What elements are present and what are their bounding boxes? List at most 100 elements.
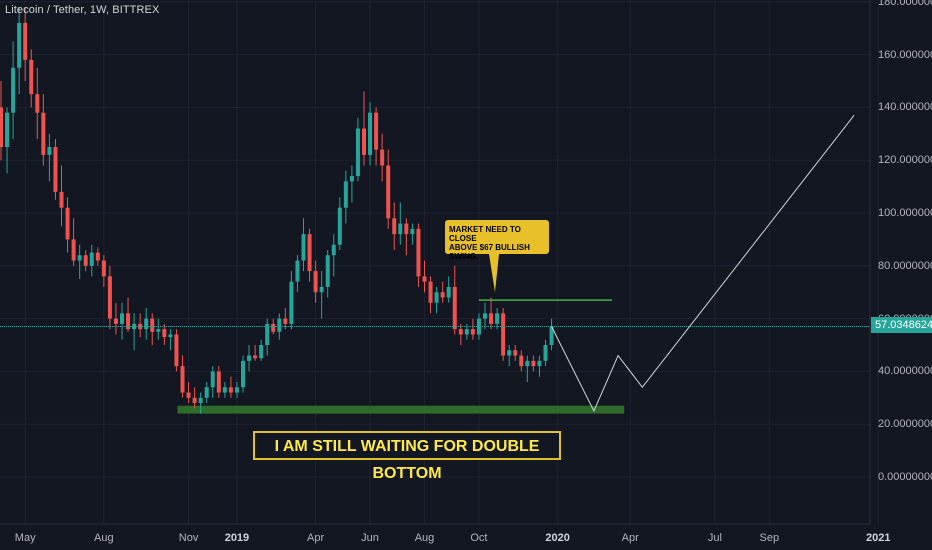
candle-body [71, 239, 76, 261]
candle-body [337, 207, 342, 245]
candle-body [368, 112, 373, 155]
candle [446, 276, 451, 303]
candle-body [452, 286, 457, 330]
candle-body [507, 350, 512, 356]
current-price-tag: 57.03486241 [871, 317, 932, 333]
candle [5, 107, 10, 174]
price-tick-label: 20.00000000 [878, 418, 932, 431]
candle [301, 218, 306, 272]
candle [537, 355, 542, 377]
candle [47, 133, 52, 182]
price-tick-label: 160.00000000 [878, 48, 932, 61]
candle-body [101, 260, 106, 277]
candle [95, 247, 100, 266]
time-tick-label: 2021 [866, 532, 891, 544]
time-tick-label: Apr [621, 532, 639, 544]
candle [71, 218, 76, 266]
candle [241, 355, 245, 393]
candle [331, 234, 336, 277]
time-tick-label: Apr [307, 532, 325, 544]
candle [144, 308, 149, 340]
candle [434, 286, 439, 314]
candle-body [446, 286, 451, 298]
candle [17, 7, 22, 95]
candle [156, 318, 161, 340]
candle [507, 345, 512, 367]
candle-body [53, 147, 58, 192]
candle [501, 308, 506, 361]
candle [295, 255, 300, 293]
candle-body [210, 371, 215, 388]
candle-body [107, 276, 112, 319]
candle-body [349, 176, 354, 182]
candle [162, 323, 167, 345]
candle-body [489, 313, 494, 324]
candle-body [11, 67, 16, 113]
candle [150, 313, 155, 345]
candle-body [253, 355, 258, 359]
candle-body [428, 281, 433, 303]
candle [198, 392, 203, 414]
candle [192, 387, 197, 409]
candle-body [519, 355, 524, 367]
time-tick-label: Jun [361, 532, 379, 544]
candle [216, 366, 221, 398]
candle [83, 249, 88, 272]
candle [380, 133, 385, 182]
candle-body [440, 292, 445, 298]
candle [11, 41, 16, 140]
candle [101, 255, 106, 287]
candle-body [301, 234, 306, 261]
candle-body [259, 345, 264, 359]
candle-body [216, 371, 221, 393]
candle [440, 281, 445, 303]
candle [349, 165, 354, 203]
candle [89, 244, 94, 277]
time-tick-label: May [14, 532, 36, 544]
candle-body [271, 323, 276, 332]
candle-body [17, 22, 22, 68]
candle-body [198, 397, 203, 404]
candle [416, 223, 421, 287]
candle [0, 81, 3, 161]
time-tick-label: 2019 [224, 532, 250, 544]
projection-path[interactable] [551, 115, 855, 413]
candle [513, 345, 518, 361]
candle-body [83, 255, 88, 266]
time-tick-label: Jul [707, 532, 722, 544]
support-zone-rect [177, 405, 625, 414]
candle [458, 323, 463, 345]
candle-body [483, 313, 487, 319]
drawing-overlays [0, 115, 870, 413]
candle [319, 271, 324, 319]
candle-body [325, 255, 330, 287]
candle-body [392, 218, 397, 235]
candle-body [0, 107, 3, 147]
callout-pointer [489, 254, 499, 292]
candle [531, 355, 536, 372]
candle [53, 139, 58, 200]
candle-body [313, 271, 318, 293]
candle-body [247, 355, 252, 361]
candle-body [362, 128, 366, 155]
candle-body [47, 147, 52, 155]
candle-body [77, 255, 82, 261]
candle [470, 318, 475, 340]
callout-line-2: ABOVE $67 BULLISH SWING. [449, 243, 530, 261]
candle [325, 249, 330, 298]
candle-body [289, 281, 294, 324]
candle-body [241, 360, 245, 388]
price-tick-label: 100.00000000 [878, 207, 932, 219]
candle [483, 302, 487, 330]
candle [65, 197, 70, 253]
candle-body [5, 112, 10, 147]
candle-body [144, 318, 149, 330]
candle-body [120, 313, 124, 324]
candle [489, 297, 494, 330]
candle [23, 7, 28, 81]
time-tick-label: Aug [94, 532, 114, 544]
chart-grid [0, 0, 879, 524]
time-tick-label: 2020 [545, 532, 570, 544]
candle-body [531, 360, 536, 367]
